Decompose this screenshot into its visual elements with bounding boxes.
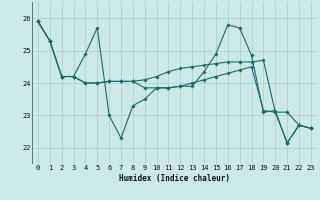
X-axis label: Humidex (Indice chaleur): Humidex (Indice chaleur)	[119, 174, 230, 183]
